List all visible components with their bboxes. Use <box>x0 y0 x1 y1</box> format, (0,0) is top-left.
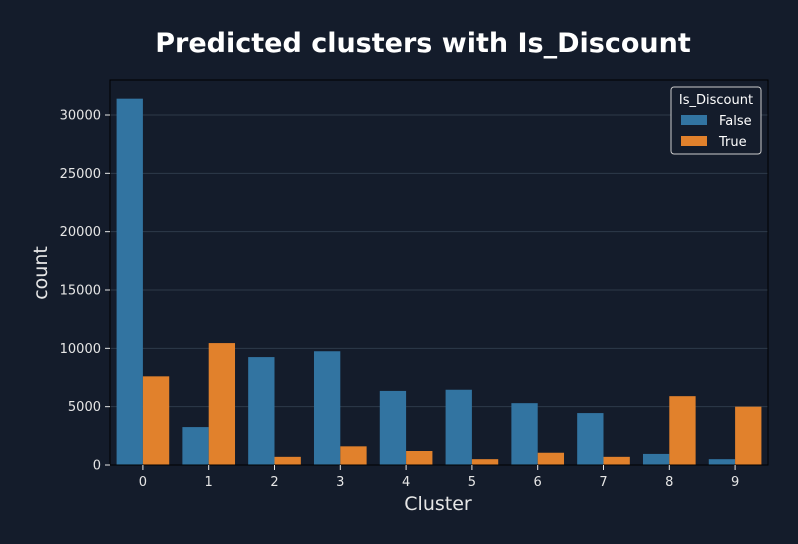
bar-true <box>208 343 236 465</box>
y-tick-label: 15000 <box>60 284 101 299</box>
x-tick-label: 3 <box>336 475 344 490</box>
x-tick-label: 1 <box>205 475 213 490</box>
bar-true <box>340 446 367 465</box>
bar-false <box>511 403 538 465</box>
bar-true <box>537 452 565 465</box>
bar-false <box>642 453 670 465</box>
x-axis: 0 1 2 3 4 5 6 7 8 9 <box>139 465 739 490</box>
y-axis: 0 5000 10000 15000 20000 25000 30000 <box>60 109 110 474</box>
legend-swatch-false <box>681 115 707 125</box>
x-tick-label: 8 <box>665 475 673 490</box>
bar-true <box>471 459 499 465</box>
bar-true <box>406 451 433 465</box>
y-axis-label: count <box>30 246 52 300</box>
x-tick-label: 9 <box>731 475 739 490</box>
legend-swatch-true <box>681 136 707 146</box>
x-axis-label: Cluster <box>404 493 472 515</box>
y-tick-label: 30000 <box>60 109 101 124</box>
bar-false <box>182 427 209 465</box>
legend-label-false: False <box>719 114 752 129</box>
x-tick-label: 0 <box>139 475 147 490</box>
y-tick-label: 0 <box>93 459 101 474</box>
y-tick-label: 10000 <box>60 342 101 357</box>
y-tick-label: 5000 <box>68 400 101 415</box>
bar-true <box>603 456 630 465</box>
legend-label-true: True <box>718 135 747 150</box>
x-tick-label: 5 <box>468 475 476 490</box>
bars <box>116 98 762 466</box>
y-tick-label: 20000 <box>60 225 101 240</box>
bar-false <box>116 98 143 466</box>
bar-false <box>248 357 275 465</box>
x-tick-label: 4 <box>402 475 410 490</box>
bar-true <box>669 396 696 465</box>
bar-false <box>313 351 341 465</box>
x-tick-label: 6 <box>534 475 542 490</box>
bar-false <box>577 413 604 465</box>
plot-frame <box>109 79 769 466</box>
chart-title: Predicted clusters with Is_Discount <box>155 28 691 59</box>
legend: Is_Discount False True <box>670 86 762 155</box>
bar-true <box>274 456 301 465</box>
bar-false <box>379 390 407 465</box>
bar-false <box>445 389 472 465</box>
x-tick-label: 7 <box>599 475 607 490</box>
bar-true <box>142 376 170 465</box>
bar-false <box>708 459 736 465</box>
bar-true <box>735 406 762 465</box>
legend-title: Is_Discount <box>679 93 753 108</box>
y-tick-label: 25000 <box>60 167 101 182</box>
x-tick-label: 2 <box>270 475 278 490</box>
